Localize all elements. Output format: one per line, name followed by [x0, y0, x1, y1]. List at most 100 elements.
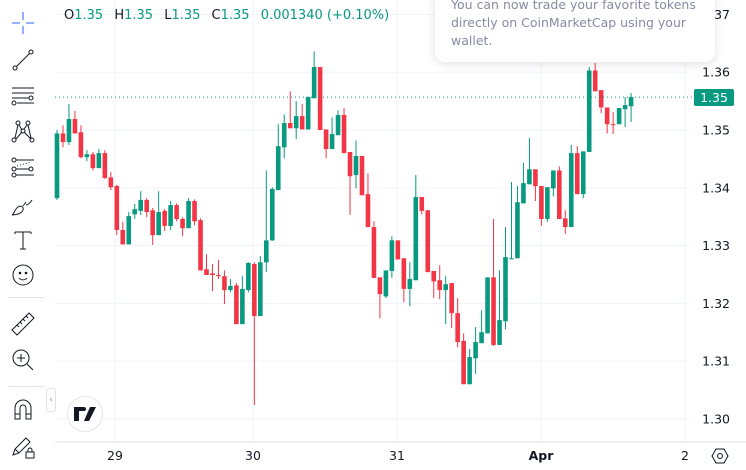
close-label: C — [211, 8, 221, 23]
candle-down — [365, 194, 371, 228]
candle-down — [437, 280, 443, 291]
candle-up — [503, 257, 508, 322]
candle-down — [102, 153, 108, 178]
candle-up — [413, 197, 419, 281]
candle-down — [449, 283, 454, 314]
candle-down — [323, 129, 329, 150]
price-tick-label: 1.33 — [702, 238, 730, 253]
open-label: O — [64, 8, 75, 23]
candle-down — [341, 114, 347, 154]
price-tick-label: 1.32 — [702, 296, 730, 311]
collapse-toolbar-button[interactable]: ‹ — [46, 388, 56, 412]
popup-line: You can now trade your favorite tokens — [451, 0, 696, 12]
price-tick-label: 37 — [714, 7, 730, 22]
ruler-tool-button[interactable] — [8, 309, 38, 339]
time-tick-label: Apr — [529, 448, 555, 463]
crosshair-icon — [12, 12, 34, 34]
time-tick-label: 29 — [107, 448, 123, 463]
candle-up — [353, 156, 359, 176]
fib-tool-button[interactable] — [8, 154, 38, 184]
candle-down — [192, 201, 197, 222]
price-tick-label: 1.30 — [702, 411, 730, 426]
ruler-icon — [11, 312, 35, 336]
candle-up — [443, 284, 448, 291]
price-tick-label: 1.31 — [702, 354, 730, 369]
candle-up — [311, 67, 317, 99]
ohlc-legend: O1.35 H1.35 L1.35 C1.35 0.001340 (+0.10%… — [64, 8, 396, 23]
candle-down — [174, 205, 179, 219]
time-axis[interactable]: 29 30 31 Apr 2 — [107, 448, 689, 463]
candle-down — [371, 227, 377, 278]
candle-down — [252, 264, 257, 317]
candle-up — [293, 116, 299, 129]
candle-up — [389, 240, 395, 271]
high-value: 1.35 — [124, 8, 154, 23]
candle-down — [377, 277, 383, 295]
candle-up — [275, 146, 281, 191]
pattern-icon — [11, 120, 35, 143]
zoom-in-icon — [12, 349, 34, 371]
drawing-toolbar — [0, 0, 46, 470]
candle-up — [281, 123, 287, 148]
candle-up — [407, 279, 413, 289]
price-axis[interactable]: 1.30 1.31 1.32 1.33 1.34 1.35 1.36 37 — [702, 7, 730, 426]
candle-down — [222, 276, 227, 291]
candle-down — [491, 277, 496, 345]
candle-up — [186, 201, 191, 229]
candle-down — [114, 186, 120, 230]
candle-up — [132, 209, 138, 215]
candles — [54, 51, 634, 406]
candle-up — [515, 202, 520, 259]
candle-down — [431, 270, 437, 282]
candle-down — [216, 275, 221, 277]
trade-notification-popup: You can now trade your favorite tokens d… — [435, 0, 715, 62]
candle-down — [592, 70, 598, 92]
candle-up — [168, 205, 173, 226]
candle-up — [335, 114, 341, 136]
candle-down — [299, 116, 305, 130]
lock-drawings-button[interactable] — [8, 432, 38, 462]
toolbar-divider — [8, 297, 44, 298]
candle-down — [234, 285, 239, 325]
candle-down — [150, 210, 155, 236]
candle-down — [455, 313, 460, 343]
magnet-tool-button[interactable] — [8, 394, 38, 424]
pattern-tool-button[interactable] — [8, 116, 38, 146]
zoom-tool-button[interactable] — [8, 345, 38, 375]
horizontal-lines-tool-button[interactable] — [8, 82, 38, 112]
candle-up — [479, 332, 484, 344]
candle-up — [84, 154, 90, 158]
emoji-tool-button[interactable] — [8, 260, 38, 290]
text-icon — [14, 231, 32, 250]
horizontal-lines-icon — [11, 87, 34, 106]
candle-up — [527, 169, 532, 185]
toolbar-divider — [8, 386, 44, 387]
trend-line-icon — [12, 49, 34, 71]
magnet-icon — [14, 399, 32, 420]
chart-settings-button[interactable] — [710, 446, 730, 466]
candle-up — [138, 199, 144, 211]
candle-down — [180, 218, 185, 229]
candle-down — [425, 210, 431, 273]
high-label: H — [114, 8, 125, 23]
candle-down — [574, 153, 580, 195]
tradingview-logo[interactable] — [67, 396, 103, 432]
candle-up — [467, 357, 472, 385]
crosshair-tool-button[interactable] — [8, 8, 38, 38]
candle-up — [473, 342, 478, 359]
brush-tool-button[interactable] — [8, 190, 38, 220]
candle-up — [54, 133, 60, 199]
low-value: 1.35 — [171, 8, 201, 23]
candle-down — [287, 123, 293, 129]
candle-up — [485, 277, 490, 334]
candle-down — [60, 133, 66, 143]
candle-down — [419, 197, 425, 211]
trend-line-tool-button[interactable] — [8, 45, 38, 75]
candle-down — [198, 220, 203, 271]
candle-down — [563, 218, 568, 228]
low-label: L — [164, 8, 172, 23]
candle-down — [210, 273, 215, 276]
text-tool-button[interactable] — [8, 225, 38, 255]
candle-up — [628, 97, 634, 107]
